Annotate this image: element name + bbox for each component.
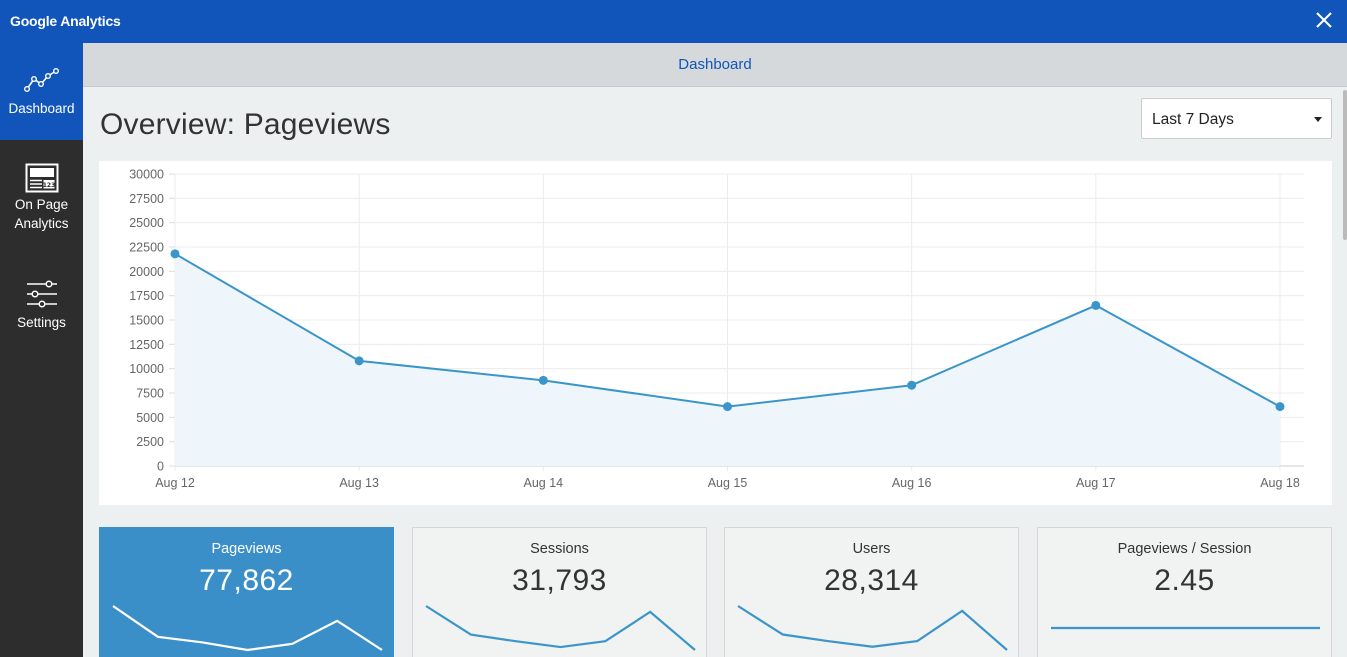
sidebar-item-label: Settings — [17, 315, 66, 330]
y-tick-label: 25000 — [129, 216, 164, 230]
sidebar-item-settings[interactable]: Settings — [0, 277, 83, 337]
caret-down-icon — [1314, 117, 1322, 122]
data-point[interactable] — [907, 380, 917, 390]
stat-value: 31,793 — [512, 564, 607, 597]
pageviews-chart: 0 2500 5000 7500 10000 12500 15000 17500 20000 22… — [129, 168, 1304, 490]
sparkline-pageviews-per-session — [1051, 626, 1320, 630]
stat-label: Sessions — [530, 541, 589, 557]
stat-value: 28,314 — [824, 564, 919, 597]
sparkline-users — [737, 605, 1008, 651]
sidebar-item-dashboard[interactable]: Dashboard — [0, 43, 83, 140]
data-point[interactable] — [538, 375, 548, 385]
data-point[interactable] — [1275, 402, 1285, 412]
y-tick-label: 15000 — [129, 314, 164, 328]
y-tick-label: 5000 — [136, 411, 164, 425]
x-tick-label: Aug 12 — [155, 476, 195, 490]
breadcrumb-dashboard[interactable]: Dashboard — [678, 56, 752, 73]
sidebar-item-label: Dashboard — [8, 101, 75, 116]
app-title: Google Analytics — [10, 13, 121, 29]
y-tick-label: 12500 — [129, 338, 164, 352]
y-tick-label: 0 — [157, 460, 164, 474]
x-tick-label: Aug 13 — [339, 476, 379, 490]
y-tick-label: 30000 — [129, 168, 164, 182]
stat-label: Users — [852, 541, 891, 557]
stat-card-users[interactable]: Users 28,314 — [724, 527, 1019, 657]
stat-label: Pageviews — [211, 541, 282, 557]
sidebar: Dashboard 123 On Page Analytics Settings — [0, 43, 83, 657]
x-tick-label: Aug 14 — [524, 476, 564, 490]
date-range-select[interactable]: Last 7 Days — [1141, 98, 1332, 139]
x-tick-label: Aug 16 — [892, 476, 932, 490]
y-tick-label: 7500 — [136, 387, 164, 401]
x-tick-label: Aug 18 — [1260, 476, 1300, 490]
breadcrumb-bar: Dashboard — [83, 43, 1347, 87]
pageviews-chart-panel: 0 2500 5000 7500 10000 12500 15000 17500 20000 22… — [99, 161, 1332, 505]
sidebar-item-label: On Page Analytics — [14, 197, 69, 231]
series-area — [175, 253, 1280, 466]
title-bar: Google Analytics — [0, 0, 1347, 43]
sparkline-line — [425, 605, 696, 651]
stat-card-pageviews-per-session[interactable]: Pageviews / Session 2.45 — [1037, 527, 1332, 657]
scrollbar[interactable] — [1343, 90, 1347, 240]
sparkline-line — [112, 605, 383, 652]
date-range-value: Last 7 Days — [1152, 111, 1234, 128]
x-tick-label: Aug 15 — [708, 476, 748, 490]
svg-text:123: 123 — [42, 182, 55, 189]
x-tick-label: Aug 17 — [1076, 476, 1116, 490]
stat-card-sessions[interactable]: Sessions 31,793 — [412, 527, 707, 657]
page-analytics-icon: 123 — [25, 163, 58, 193]
y-tick-label: 22500 — [129, 241, 164, 255]
sidebar-item-on-page-analytics[interactable]: 123 On Page Analytics — [0, 161, 83, 241]
stat-value: 2.45 — [1154, 564, 1215, 597]
y-tick-label: 27500 — [129, 192, 164, 206]
stat-value: 77,862 — [199, 564, 294, 597]
y-tick-label: 20000 — [129, 265, 164, 279]
data-point[interactable] — [354, 356, 364, 366]
close-icon[interactable] — [1313, 9, 1335, 31]
data-point[interactable] — [1091, 300, 1101, 310]
y-tick-label: 17500 — [129, 289, 164, 303]
y-tick-label: 10000 — [129, 362, 164, 376]
sparkline-sessions — [425, 605, 696, 651]
sparkline-line — [737, 605, 1008, 651]
stat-label: Pageviews / Session — [1117, 541, 1252, 557]
stat-card-pageviews[interactable]: Pageviews 77,862 — [99, 527, 394, 657]
data-point[interactable] — [170, 249, 180, 259]
sparkline-pageviews — [112, 605, 383, 652]
line-chart-icon — [23, 68, 59, 93]
sliders-icon — [26, 280, 57, 308]
y-tick-label: 2500 — [136, 435, 164, 449]
page-title: Overview: Pageviews — [100, 108, 391, 141]
data-point[interactable] — [723, 402, 732, 412]
